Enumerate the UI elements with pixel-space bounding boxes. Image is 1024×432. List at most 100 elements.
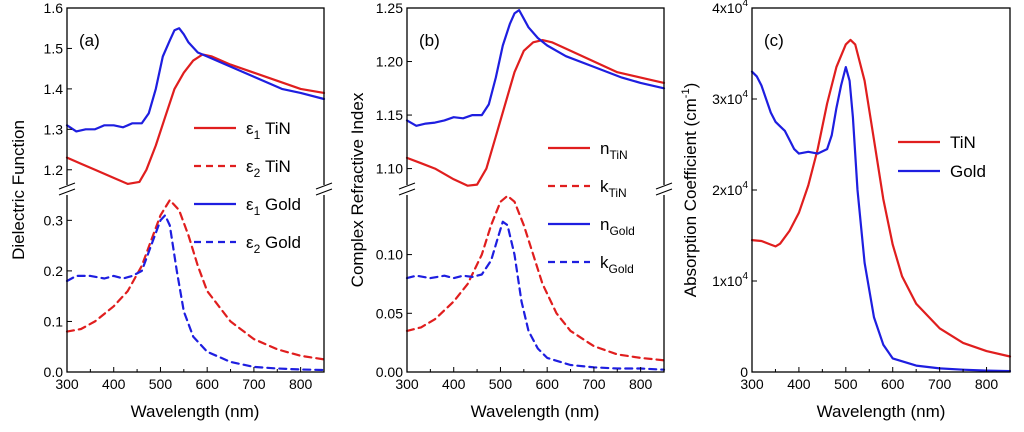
- panel-b-xlabel: Wavelength (nm): [471, 402, 600, 421]
- legend-symbol: Gold: [950, 162, 986, 181]
- legend-text: Gold: [260, 233, 301, 252]
- panel-c-ylabel-end: ): [681, 83, 700, 89]
- y-tick-exponent: 4: [742, 0, 748, 9]
- y-tick-exponent: 4: [742, 271, 748, 282]
- axis-break-mark: [655, 188, 673, 196]
- legend-subscript: Gold: [609, 224, 634, 238]
- legend-label: ε2 TiN: [246, 157, 291, 180]
- panel-b-ticks: 1.10 1.15 1.20 1.25 0.00 0.05 0.10 300 400 500 600…: [376, 0, 653, 392]
- axis-break-gap: [318, 185, 330, 195]
- y-tick-label: 1.3: [44, 121, 64, 137]
- x-tick-label: 400: [102, 376, 126, 392]
- y-tick-label: 1.10: [376, 161, 403, 177]
- x-tick-label: 500: [489, 376, 513, 392]
- legend-subscript: TiN: [609, 186, 627, 200]
- series-line: [405, 220, 666, 371]
- legend-symbol: k: [600, 253, 609, 272]
- y-tick-label: 1x104: [712, 271, 748, 289]
- x-tick-label: 600: [536, 376, 560, 392]
- legend-text: TiN: [260, 119, 291, 138]
- x-tick-label: 700: [242, 376, 266, 392]
- x-tick-label: 800: [289, 376, 313, 392]
- y-tick-label: 3x104: [712, 89, 748, 107]
- series-line: [405, 194, 666, 362]
- panel-c-plot: [750, 38, 1012, 373]
- axis-break-mark: [58, 188, 76, 196]
- legend-text: TiN: [260, 157, 291, 176]
- y-tick-base: 1x10: [712, 273, 743, 289]
- y-tick-label: 0.2: [44, 263, 64, 279]
- legend-symbol: TiN: [950, 133, 976, 152]
- series-line: [750, 66, 1012, 373]
- panel-b-axis-break: [398, 182, 673, 196]
- legend-label: nTiN: [600, 139, 628, 162]
- panel-a: 1.2 1.3 1.4 1.5 1.6 0.0 0.1 0.2 0.3 300 400 500 600 7…: [9, 0, 333, 421]
- y-tick-label: 0.10: [376, 247, 403, 263]
- x-tick-label: 600: [196, 376, 220, 392]
- legend-label: TiN: [950, 133, 976, 152]
- y-tick-label: 0.3: [44, 212, 64, 228]
- x-tick-label: 300: [740, 376, 764, 392]
- legend-symbol: ε: [246, 157, 254, 176]
- y-tick-label: 1.20: [376, 54, 403, 70]
- panel-a-xlabel: Wavelength (nm): [131, 402, 260, 421]
- legend-symbol: ε: [246, 233, 254, 252]
- panel-c-ylabel-main: Absorption Coefficient (cm: [681, 98, 700, 297]
- legend-subscript: 1: [254, 204, 261, 218]
- y-tick-base: 3x10: [712, 91, 743, 107]
- series-line: [65, 199, 326, 361]
- y-tick-base: 0: [740, 364, 748, 380]
- x-tick-label: 400: [787, 376, 811, 392]
- legend-subscript: 2: [254, 166, 261, 180]
- legend-symbol: ε: [246, 119, 254, 138]
- legend-subscript: 2: [254, 242, 261, 256]
- y-tick-label: 1.15: [376, 107, 403, 123]
- series-line: [65, 214, 326, 372]
- x-tick-label: 500: [834, 376, 858, 392]
- legend-symbol: n: [600, 139, 609, 158]
- y-tick-label: 0.05: [376, 305, 403, 321]
- y-tick-label: 1.5: [44, 40, 64, 56]
- panel-a-lower-plot: [65, 199, 326, 372]
- axis-break-mark: [58, 182, 76, 190]
- y-tick-base: 4x10: [712, 0, 743, 16]
- y-tick-exponent: 4: [742, 180, 748, 191]
- series-line: [405, 39, 666, 187]
- axis-break-gap: [658, 185, 670, 195]
- x-tick-label: 600: [881, 376, 905, 392]
- y-tick-label: 1.25: [376, 0, 403, 16]
- panel-c-frame: [751, 7, 1011, 373]
- legend-label: nGold: [600, 215, 635, 238]
- y-tick-exponent: 4: [742, 89, 748, 100]
- panel-b-upper-plot: [405, 9, 666, 187]
- legend-label: ε1 Gold: [246, 195, 301, 218]
- axis-break-mark: [398, 188, 416, 196]
- y-tick-label: 4x104: [712, 0, 748, 16]
- legend-symbol: n: [600, 215, 609, 234]
- panel-a-axis-break: [58, 182, 333, 196]
- panel-c-legend: TiN Gold: [898, 133, 986, 181]
- y-tick-label: 0: [740, 364, 748, 380]
- panel-b: 1.10 1.15 1.20 1.25 0.00 0.05 0.10 300 400 500 600…: [348, 0, 673, 421]
- axis-break-mark: [398, 182, 416, 190]
- axis-break-gap: [401, 185, 413, 195]
- legend-label: ε2 Gold: [246, 233, 301, 256]
- y-tick-base: 2x10: [712, 182, 743, 198]
- legend-label: kTiN: [600, 177, 627, 200]
- x-tick-label: 700: [582, 376, 606, 392]
- y-tick-label: 1.4: [44, 81, 64, 97]
- x-tick-label: 500: [149, 376, 173, 392]
- panel-b-lower-plot: [405, 194, 666, 371]
- axis-break-gap: [61, 185, 73, 195]
- panel-a-label: (a): [79, 31, 100, 50]
- x-tick-label: 800: [975, 376, 999, 392]
- panel-a-ylabel: Dielectric Function: [9, 120, 28, 260]
- legend-subscript: TiN: [609, 148, 627, 162]
- series-line: [65, 27, 326, 133]
- x-tick-label: 400: [442, 376, 466, 392]
- y-tick-label: 1.6: [44, 0, 64, 16]
- y-tick-label: 1.2: [44, 162, 64, 178]
- legend-symbol: ε: [246, 195, 254, 214]
